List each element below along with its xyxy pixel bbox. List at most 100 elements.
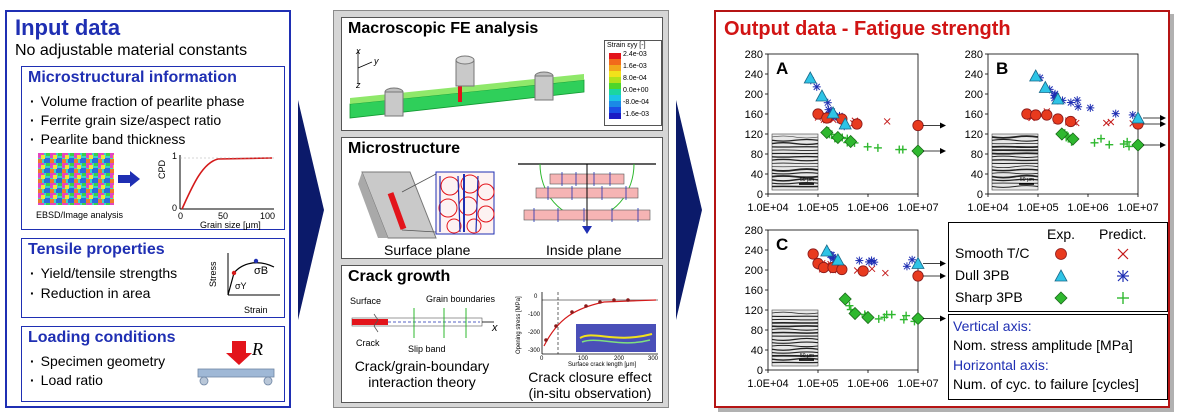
exp-point-C-2-3 [911,311,925,326]
xtick-C-2: 1.0E+06 [847,378,888,390]
chart-axes-C [765,229,919,373]
crack-label: Crack [356,338,380,348]
ytick-A-40: 40 [751,169,763,181]
exp-point-C-0-5 [857,265,869,277]
three-point-bend-icon [197,341,275,386]
ytick-C-80: 80 [751,325,763,337]
exp-point-A-2-0 [820,125,834,140]
microstructure-heading: Microstructure [348,140,461,157]
ebsd-image [38,153,114,205]
xtick-B-1: 1.0E+05 [1017,202,1058,214]
exp-point-A-0-4 [912,119,924,132]
cdf-xtick-100: 100 [260,211,276,221]
exp-point-B-1-1 [1038,80,1052,93]
cdf-ylabel: CPD [157,159,167,179]
exp-point-C-2-1 [848,306,862,321]
crack-interaction-schematic [351,308,494,338]
axis-y-label: y [374,56,379,66]
exp-point-B-1-0 [1029,69,1043,82]
exp-point-C-2-0 [838,292,852,306]
crack-caption-right-text: Crack closure effect (in-situ observatio… [528,369,652,401]
crack-closure-plot [541,292,658,355]
output-title: Output data - Fatigue strength [724,18,1011,40]
crack-heading: Crack growth [348,268,451,285]
strain-label: Strain [244,305,268,315]
loading-heading: Loading conditions [28,329,176,346]
legend-markers [1054,248,1129,305]
microstructural-info-box: Microstructural information Volume fract… [21,66,285,230]
axis-x-label: x [356,46,361,56]
exp-point-B-1-2 [1051,92,1065,105]
panel-label-A: A [776,59,788,78]
ytick-C-40: 40 [751,345,763,357]
legend-value-2: 1.6e-03 [623,63,647,70]
arrow-right-icon [118,171,140,187]
exp-point-B-2-0 [1055,127,1069,141]
legend-col-exp: Exp. [1047,226,1076,242]
loading-item-1: Specimen geometry [30,353,166,369]
exp-point-B-0-3 [1052,113,1064,125]
plot-xtick-100: 100 [578,356,589,362]
crack-growth-box: Crack growth Surface Grain boundaries x … [341,265,663,403]
axes-note: Vertical axis: Nom. stress amplitude [MP… [948,314,1168,400]
exp-point-B-0-2 [1041,109,1053,121]
crack-x-label: x [492,322,498,334]
legend-sharp-pred-marker [1117,292,1129,304]
cdf-xlabel: Grain size [μm] [200,220,261,230]
plot-xtick-200: 200 [614,356,625,362]
grain-size-cdf-plot [179,155,274,210]
surface-plane-caption: Surface plane [384,242,471,258]
fe-heading: Macroscopic FE analysis [348,20,539,37]
vertical-axis-title: Vertical axis: [953,318,1032,334]
ytick-C-120: 120 [745,305,763,317]
exp-point-A-2-1 [831,130,845,145]
microstructure-box: Microstructure Surface plane [341,137,663,259]
xtick-B-3: 1.0E+07 [1117,202,1158,214]
legend-dull-pred-marker [1117,270,1129,282]
cdf-xtick-50: 50 [218,211,229,221]
exp-point-C-0-4 [836,263,848,276]
ytick-B-120: 120 [965,129,983,141]
legend-value-5: -8.0e-04 [623,99,650,106]
ebsd-caption: EBSD/Image analysis [36,210,124,220]
fe-beam-model [349,50,585,119]
flow-arrow-left [298,100,324,320]
grain-boundaries-label: Grain boundaries [426,294,496,304]
exp-point-B-0-1 [1030,109,1042,121]
flow-arrow-right [676,100,702,320]
plot-ylabel: Opening stress [MPa] [516,296,522,354]
xtick-C-3: 1.0E+07 [897,378,938,390]
ytick-A-0: 0 [757,189,763,201]
fe-analysis-box: Macroscopic FE analysis x y z Strain εyy… [341,17,663,131]
legend-row-smooth: Smooth T/C [955,245,1030,261]
ytick-A-240: 240 [745,69,763,81]
exp-point-B-2-1 [1066,132,1080,146]
inside-plane-model [518,163,656,234]
plot-xtick-300: 300 [648,356,659,362]
sigma-y-label: σY [235,281,247,291]
exp-point-C-1-1 [831,253,845,266]
xtick-C-1: 1.0E+05 [797,378,838,390]
ytick-C-240: 240 [745,245,763,257]
exp-point-C-1-0 [820,244,834,257]
legend-smooth-pred-marker [1117,248,1129,260]
crack-caption-left-text: Crack/grain-boundary interaction theory [354,358,490,390]
exp-point-C-0-0 [807,248,819,260]
tensile-item-2: Reduction in area [30,285,151,301]
inside-plane-caption: Inside plane [546,242,622,258]
exp-point-A-1-0 [803,71,817,84]
exp-point-B-2-2 [1131,138,1145,152]
stress-label: Stress [208,261,218,287]
ytick-A-160: 160 [745,109,763,121]
horizontal-axis-title: Horizontal axis: [953,357,1049,373]
strain-colorbar [609,53,621,119]
exp-point-A-2-2 [844,134,858,149]
exp-point-C-2-2 [861,310,875,325]
horizontal-axis-text: Num. of cyc. to failure [cycles] [953,376,1139,392]
cdf-ytick-0: 0 [172,203,178,213]
micro-item-3: Pearlite band thickness [30,131,186,147]
sigma-b-label: σB [254,265,269,277]
plot-ytick-0: 0 [534,294,538,300]
microstructural-heading: Microstructural information [28,69,237,86]
